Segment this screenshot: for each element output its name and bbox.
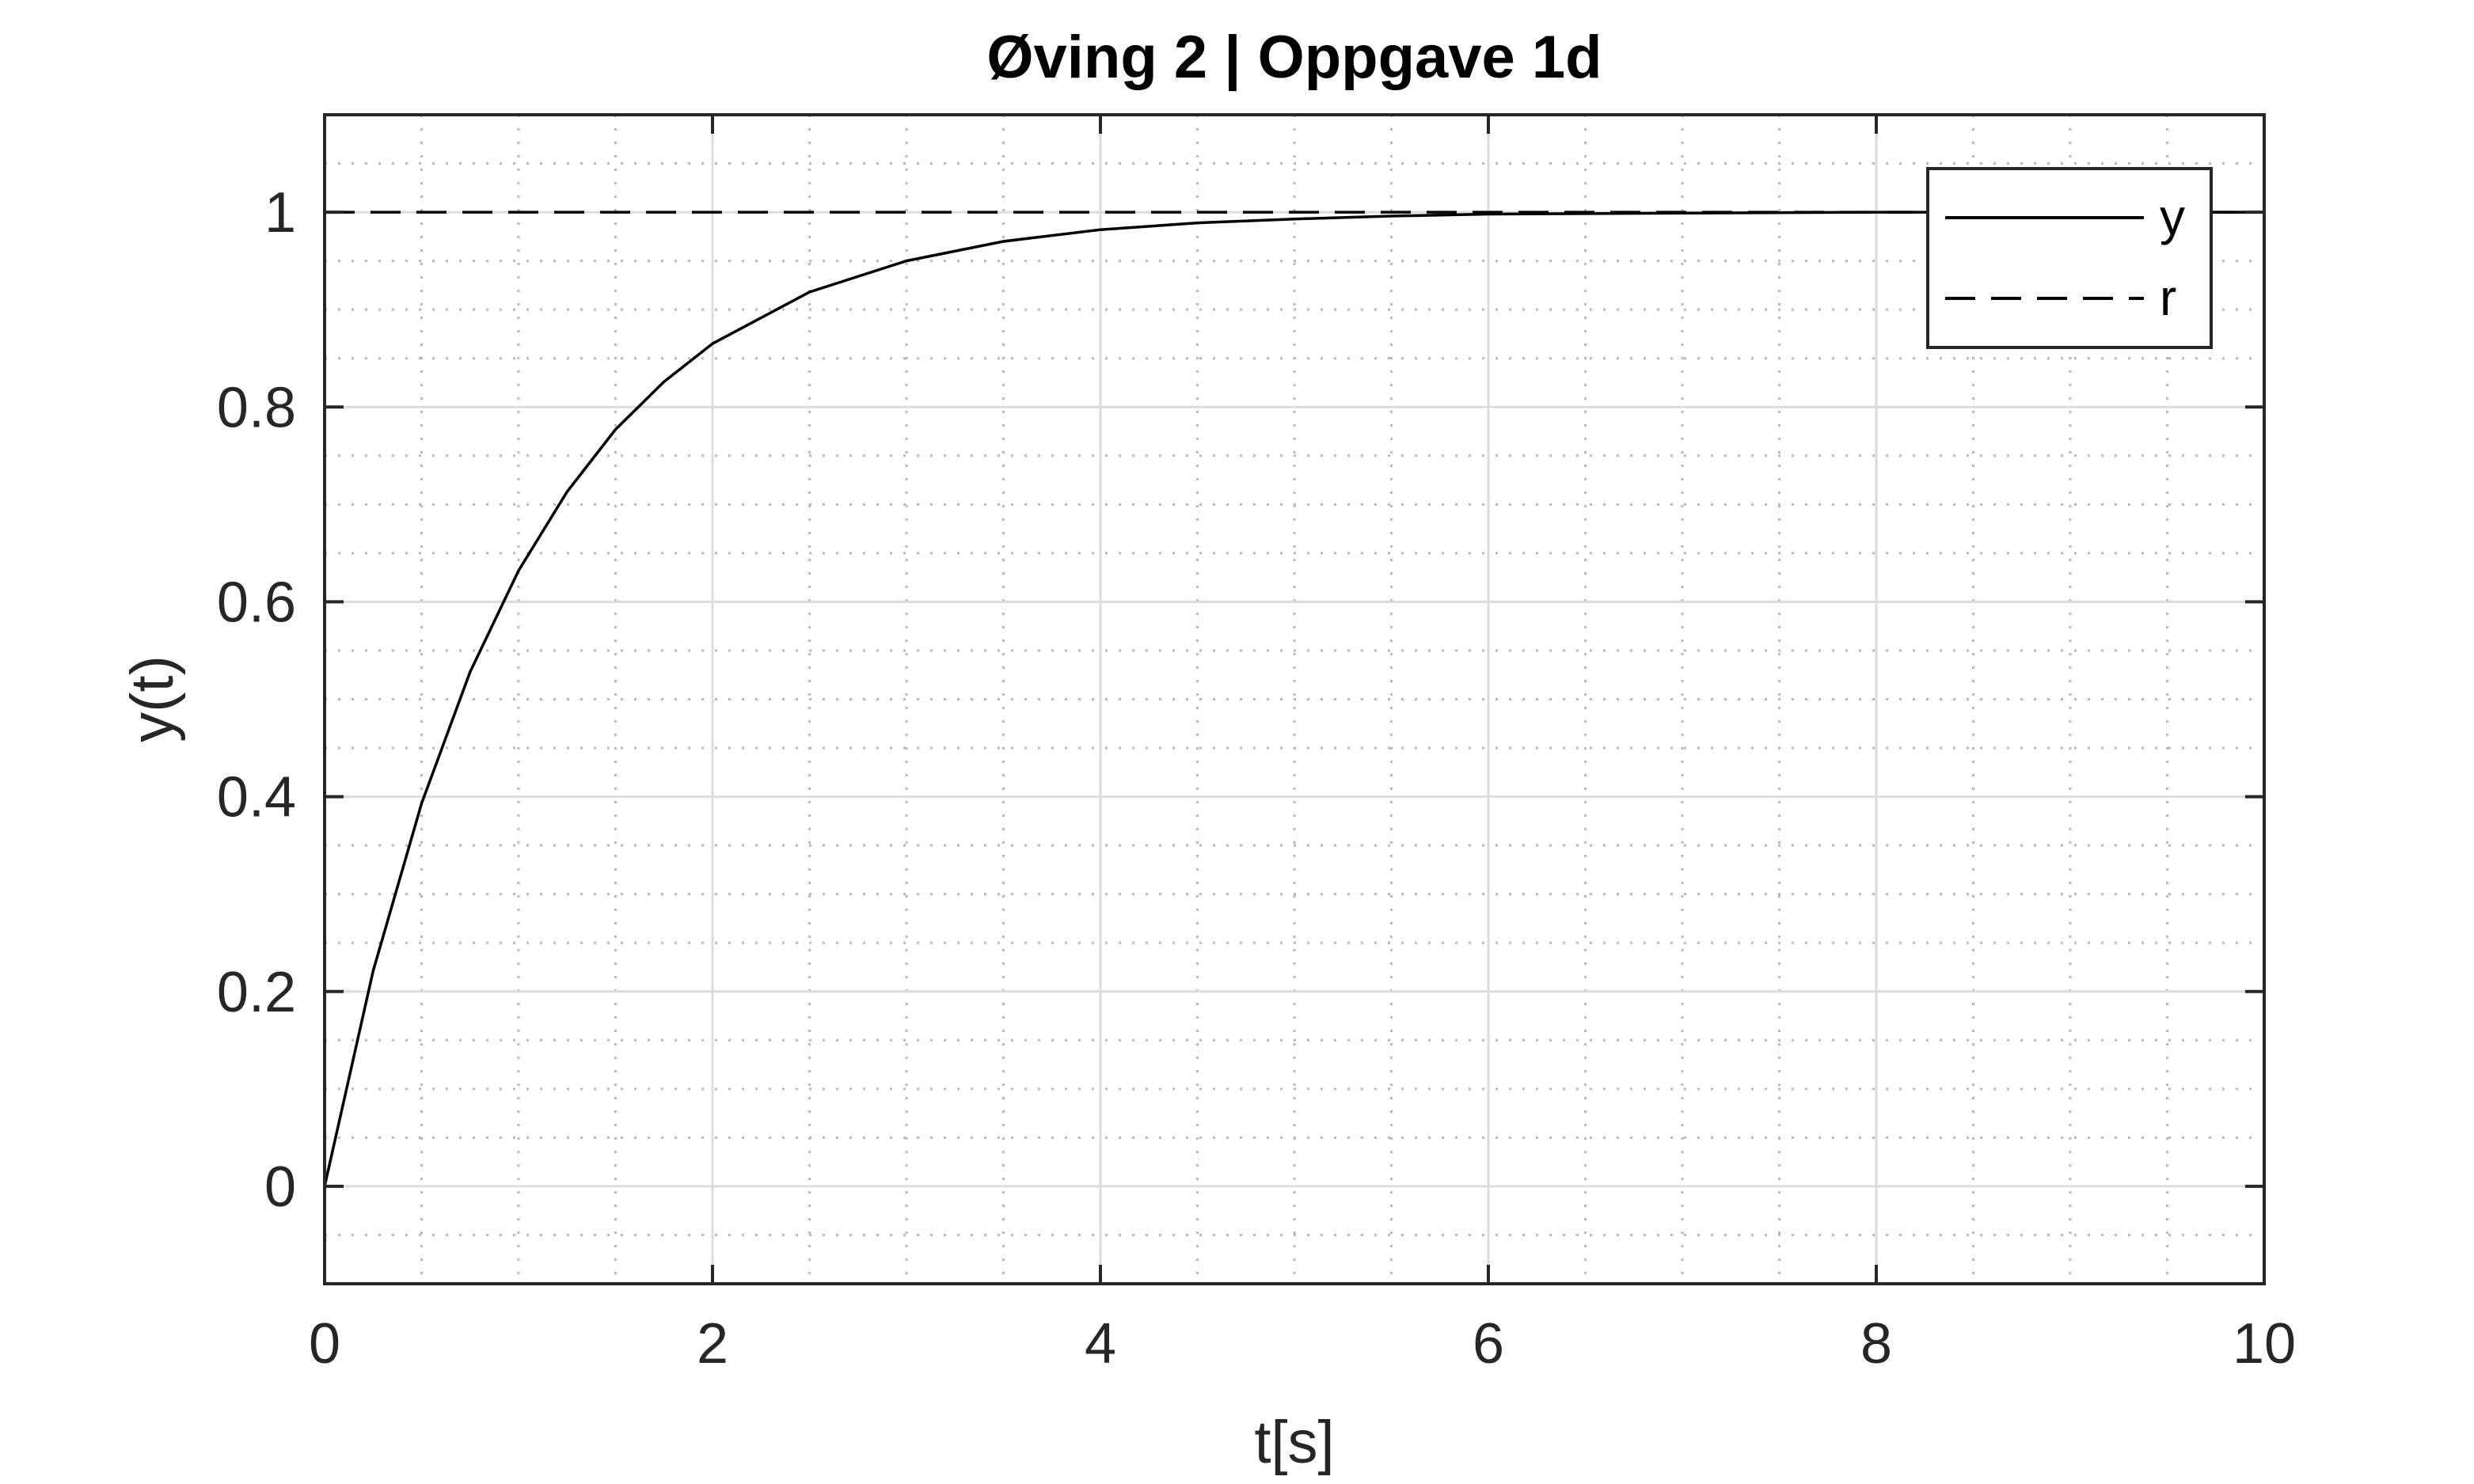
x-tick-label: 2 [697,1312,728,1376]
tick-labels: 0 2 4 6 8 10 0 0.2 0.4 0.6 0.8 1 [217,181,2296,1376]
legend: y r [1926,167,2213,349]
x-tick-label: 0 [309,1312,340,1376]
x-tick-label: 6 [1473,1312,1504,1376]
axis-ticks [323,115,2266,1284]
y-tick-label: 0 [264,1156,296,1219]
legend-label-y: y [2160,188,2185,245]
y-tick-label: 0.4 [217,766,296,829]
y-tick-label: 1 [264,181,296,245]
x-axis-label: t[s] [1254,1409,1334,1476]
x-tick-label: 10 [2233,1312,2296,1376]
y-tick-label: 0.2 [217,961,296,1024]
x-tick-label: 8 [1860,1312,1892,1376]
y-tick-label: 0.8 [217,376,296,439]
plot-frame [323,113,2266,1285]
legend-label-r: r [2160,269,2176,326]
y-axis-label: y(t) [119,655,186,742]
y-tick-label: 0.6 [217,571,296,634]
x-tick-label: 4 [1085,1312,1116,1376]
legend-box [1926,167,2213,349]
chart-title: Øving 2 | Oppgave 1d [986,24,1602,92]
